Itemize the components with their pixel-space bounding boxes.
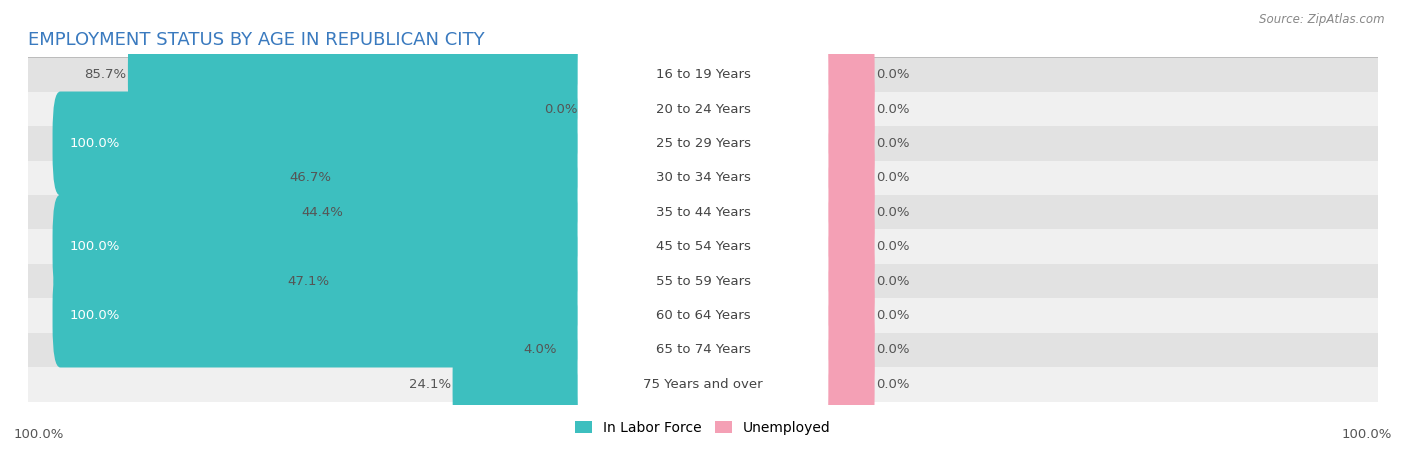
Text: Source: ZipAtlas.com: Source: ZipAtlas.com [1260,14,1385,27]
Text: 0.0%: 0.0% [876,378,910,391]
Text: 0.0%: 0.0% [876,103,910,116]
Text: 0.0%: 0.0% [876,240,910,253]
Text: 55 to 59 Years: 55 to 59 Years [655,274,751,288]
Text: 20 to 24 Years: 20 to 24 Years [655,103,751,116]
Bar [28,230,1378,264]
Bar [28,92,1378,126]
FancyBboxPatch shape [811,91,875,195]
FancyBboxPatch shape [578,116,828,240]
Text: 30 to 34 Years: 30 to 34 Years [655,171,751,184]
FancyBboxPatch shape [811,57,875,161]
Bar [28,58,1378,92]
FancyBboxPatch shape [52,195,595,299]
FancyBboxPatch shape [811,126,875,230]
Text: 100.0%: 100.0% [14,428,65,441]
Bar [28,126,1378,161]
Text: 45 to 54 Years: 45 to 54 Years [655,240,751,253]
Text: 85.7%: 85.7% [84,68,127,81]
FancyBboxPatch shape [128,22,595,126]
FancyBboxPatch shape [332,229,595,333]
FancyBboxPatch shape [811,333,875,436]
Bar [28,161,1378,195]
Text: 0.0%: 0.0% [876,68,910,81]
FancyBboxPatch shape [578,253,828,378]
Legend: In Labor Force, Unemployed: In Labor Force, Unemployed [569,415,837,440]
Text: 24.1%: 24.1% [409,378,451,391]
Bar [28,195,1378,230]
FancyBboxPatch shape [578,150,828,274]
FancyBboxPatch shape [811,22,875,126]
Text: 0.0%: 0.0% [876,309,910,322]
Bar [28,298,1378,333]
Text: 0.0%: 0.0% [544,103,578,116]
Text: 16 to 19 Years: 16 to 19 Years [655,68,751,81]
Text: 100.0%: 100.0% [1341,428,1392,441]
Text: 4.0%: 4.0% [523,343,557,356]
FancyBboxPatch shape [578,81,828,206]
Text: EMPLOYMENT STATUS BY AGE IN REPUBLICAN CITY: EMPLOYMENT STATUS BY AGE IN REPUBLICAN C… [28,31,485,49]
FancyBboxPatch shape [811,229,875,333]
Text: 35 to 44 Years: 35 to 44 Years [655,206,751,219]
FancyBboxPatch shape [811,160,875,264]
FancyBboxPatch shape [578,47,828,171]
Text: 65 to 74 Years: 65 to 74 Years [655,343,751,356]
Bar [28,264,1378,298]
Text: 25 to 29 Years: 25 to 29 Years [655,137,751,150]
Text: 100.0%: 100.0% [70,240,121,253]
FancyBboxPatch shape [811,298,875,402]
FancyBboxPatch shape [811,264,875,368]
Text: 47.1%: 47.1% [287,274,329,288]
FancyBboxPatch shape [558,298,595,402]
Text: 0.0%: 0.0% [876,206,910,219]
FancyBboxPatch shape [578,12,828,137]
FancyBboxPatch shape [52,91,595,195]
FancyBboxPatch shape [578,219,828,343]
Bar [28,367,1378,401]
Text: 0.0%: 0.0% [876,171,910,184]
FancyBboxPatch shape [346,160,595,264]
Text: 60 to 64 Years: 60 to 64 Years [655,309,751,322]
FancyBboxPatch shape [811,195,875,299]
Text: 100.0%: 100.0% [70,137,121,150]
Text: 0.0%: 0.0% [876,343,910,356]
FancyBboxPatch shape [578,288,828,412]
FancyBboxPatch shape [578,184,828,309]
FancyBboxPatch shape [333,126,595,230]
Text: 0.0%: 0.0% [876,274,910,288]
Text: 75 Years and over: 75 Years and over [643,378,763,391]
Bar [28,333,1378,367]
Text: 100.0%: 100.0% [70,309,121,322]
FancyBboxPatch shape [578,322,828,447]
FancyBboxPatch shape [52,264,595,368]
FancyBboxPatch shape [453,333,595,436]
Text: 0.0%: 0.0% [876,137,910,150]
Text: 44.4%: 44.4% [302,206,343,219]
Text: 46.7%: 46.7% [290,171,332,184]
